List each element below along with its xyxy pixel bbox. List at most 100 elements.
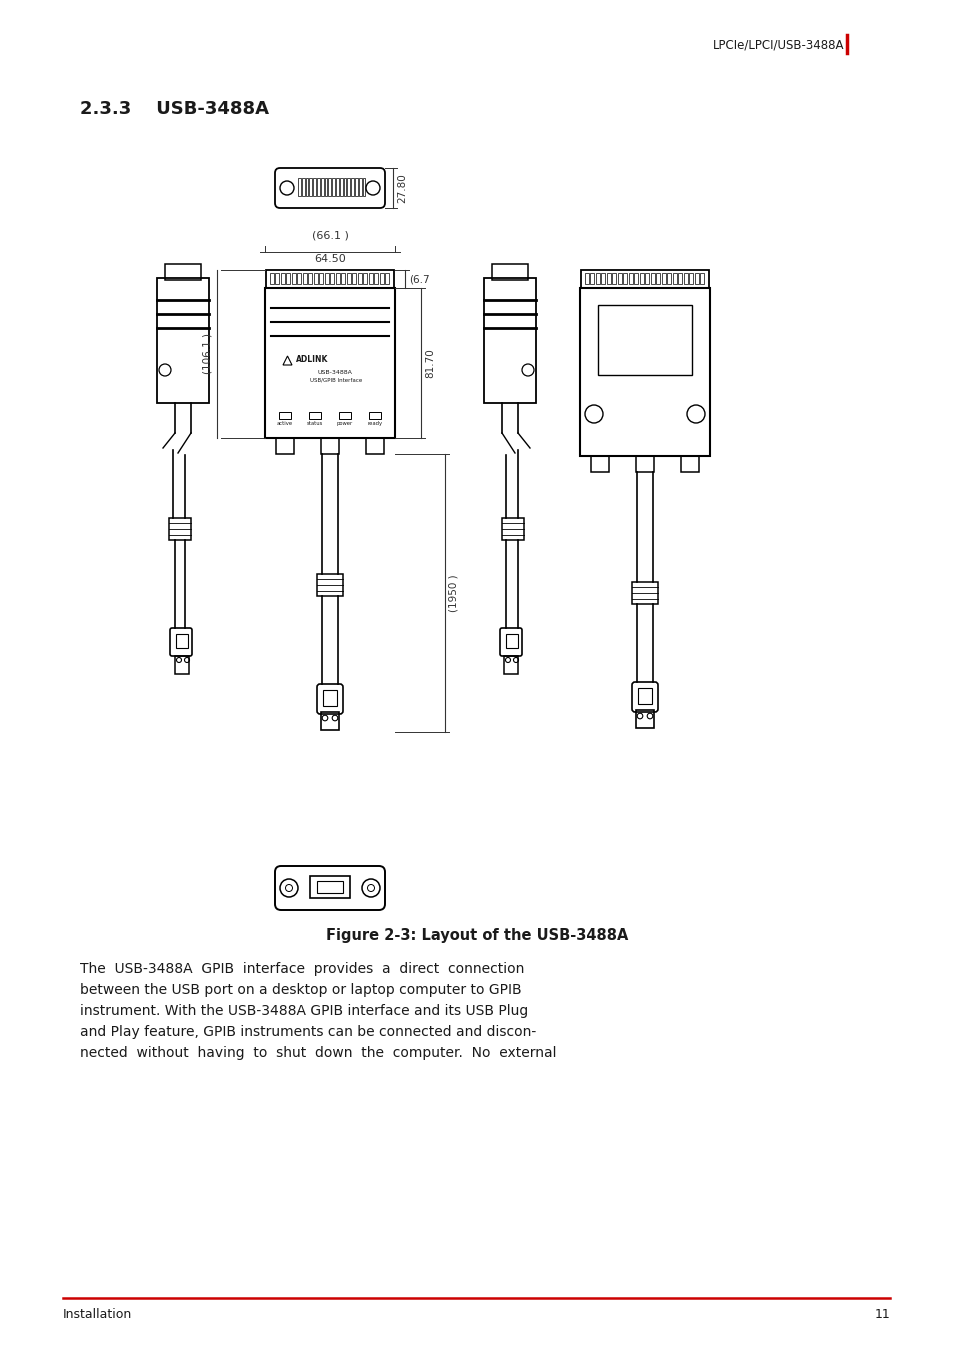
Bar [335, 274, 339, 284]
Bar [338, 412, 351, 418]
Text: (1950 ): (1950 ) [449, 574, 458, 612]
Bar [309, 177, 312, 196]
Bar [369, 412, 380, 418]
Bar [301, 177, 304, 196]
Bar [590, 274, 594, 284]
Text: status: status [307, 421, 323, 427]
Bar [639, 274, 643, 284]
Bar [623, 274, 627, 284]
Bar [347, 274, 351, 284]
Bar [325, 274, 329, 284]
Text: 11: 11 [873, 1308, 889, 1322]
Bar [503, 655, 517, 674]
Bar [667, 274, 671, 284]
Bar [323, 691, 336, 705]
Bar [309, 412, 320, 418]
Bar [352, 274, 356, 284]
Bar [636, 709, 654, 728]
Bar [275, 274, 279, 284]
Bar [265, 288, 395, 437]
Text: USB/GPIB Interface: USB/GPIB Interface [310, 378, 362, 383]
Text: (6.7: (6.7 [409, 274, 429, 284]
Bar [292, 274, 295, 284]
Bar [362, 177, 365, 196]
Bar [505, 634, 517, 649]
Bar [319, 274, 323, 284]
Bar [375, 274, 378, 284]
Text: active: active [276, 421, 293, 427]
Text: 64.50: 64.50 [314, 255, 346, 264]
Bar [324, 177, 327, 196]
Bar [330, 274, 335, 284]
Text: LPCIe/LPCI/USB-3488A: LPCIe/LPCI/USB-3488A [712, 38, 843, 51]
Bar [695, 274, 699, 284]
Bar [385, 274, 389, 284]
Bar [297, 177, 300, 196]
Text: Figure 2-3: Layout of the USB-3488A: Figure 2-3: Layout of the USB-3488A [326, 927, 627, 942]
Bar [579, 288, 709, 456]
Bar [316, 177, 319, 196]
Text: 81.70: 81.70 [424, 348, 435, 378]
Bar [358, 177, 361, 196]
Bar [492, 264, 527, 280]
Text: (66.1 ): (66.1 ) [312, 230, 348, 240]
Bar [612, 274, 616, 284]
Bar [580, 269, 708, 288]
Bar [598, 305, 691, 375]
Bar [332, 177, 335, 196]
Text: between the USB port on a desktop or laptop computer to GPIB: between the USB port on a desktop or lap… [80, 983, 521, 997]
Bar [483, 278, 536, 403]
Text: The  USB-3488A  GPIB  interface  provides  a  direct  connection: The USB-3488A GPIB interface provides a … [80, 961, 524, 976]
Bar [165, 264, 201, 280]
Bar [606, 274, 610, 284]
Bar [339, 177, 342, 196]
Bar [363, 274, 367, 284]
Bar [638, 688, 651, 704]
Bar [351, 177, 354, 196]
Bar [320, 177, 323, 196]
Bar [320, 437, 338, 454]
Text: 27.80: 27.80 [396, 173, 407, 203]
Bar [335, 177, 338, 196]
Bar [689, 274, 693, 284]
Text: ADLINK: ADLINK [295, 356, 328, 364]
Bar [678, 274, 681, 284]
Bar [636, 456, 654, 473]
Bar [175, 634, 188, 649]
Bar [683, 274, 687, 284]
Bar [357, 274, 361, 284]
Bar [341, 274, 345, 284]
Text: Installation: Installation [63, 1308, 132, 1322]
Bar [157, 278, 209, 403]
Bar [308, 274, 313, 284]
Bar [601, 274, 605, 284]
Bar [281, 274, 285, 284]
Bar [310, 876, 350, 898]
Bar [656, 274, 659, 284]
Bar [590, 456, 608, 473]
Bar [314, 274, 317, 284]
Bar [618, 274, 621, 284]
Bar [286, 274, 291, 284]
Text: 2.3.3    USB-3488A: 2.3.3 USB-3488A [80, 100, 269, 118]
Bar [501, 519, 523, 540]
Bar [366, 437, 384, 454]
Bar [316, 881, 343, 894]
Bar [313, 177, 315, 196]
Text: nected  without  having  to  shut  down  the  computer.  No  external: nected without having to shut down the c… [80, 1047, 556, 1060]
Bar [174, 655, 189, 674]
Bar [266, 269, 394, 288]
Bar [672, 274, 677, 284]
Text: ready: ready [367, 421, 382, 427]
Bar [634, 274, 638, 284]
Text: (106.1 ): (106.1 ) [203, 333, 213, 375]
Bar [680, 456, 699, 473]
Bar [316, 574, 343, 596]
Bar [270, 274, 274, 284]
Bar [278, 412, 291, 418]
Bar [297, 274, 301, 284]
Text: USB-3488A: USB-3488A [317, 370, 353, 375]
Bar [650, 274, 655, 284]
Bar [169, 519, 191, 540]
Bar [628, 274, 633, 284]
